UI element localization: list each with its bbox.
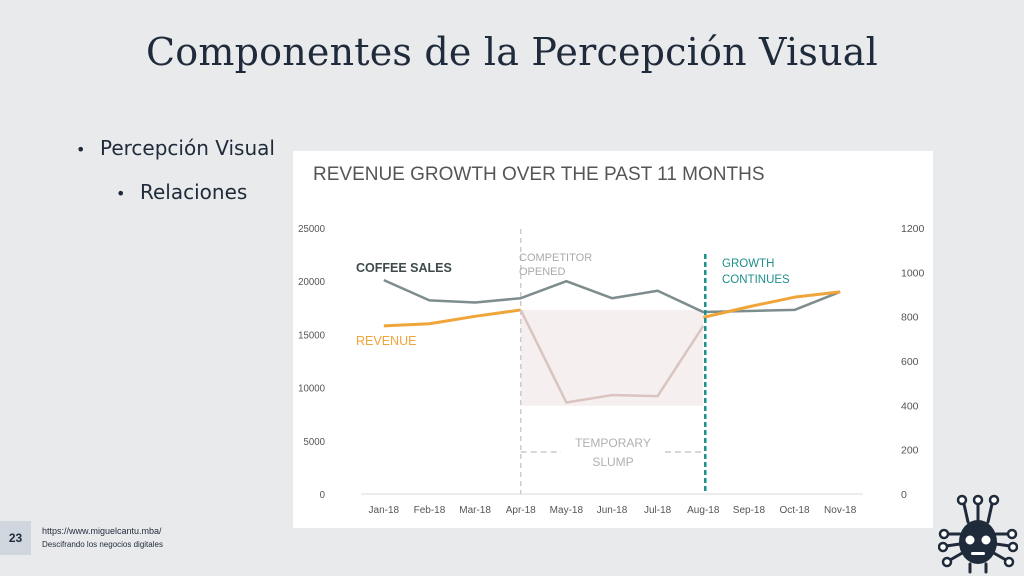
bullet-item-relaciones: • Relaciones	[116, 180, 247, 204]
revenue-label: REVENUE	[356, 334, 416, 348]
bullet-dot: •	[76, 140, 86, 159]
coffee-sales-label: COFFEE SALES	[356, 261, 452, 275]
growth-annotation-line2: CONTINUES	[722, 274, 790, 286]
competitor-annotation-line1: COMPETITOR	[519, 252, 592, 264]
slump-annotation-line1: TEMPORARY	[575, 436, 651, 450]
slump-shade	[520, 309, 704, 406]
competitor-annotation-line2: OPENED	[519, 266, 566, 278]
y-left-tick-label: 15000	[298, 330, 325, 341]
revenue-series-line	[383, 308, 521, 328]
footer-url[interactable]: https://www.miguelcantu.mba/	[42, 526, 162, 536]
x-tick-label: Nov-18	[824, 505, 857, 516]
y-right-tick-label: 1200	[901, 223, 925, 235]
x-tick-label: May-18	[550, 505, 584, 516]
y-right-tick-label: 200	[901, 445, 919, 457]
slide-title: Componentes de la Percepción Visual	[146, 30, 878, 74]
x-tick-label: Jul-18	[644, 505, 672, 516]
slump-annotation-line2: SLUMP	[592, 455, 633, 469]
y-right-tick-label: 1000	[901, 267, 925, 279]
y-left-tick-label: 10000	[298, 383, 325, 394]
bullet-text: Percepción Visual	[100, 136, 275, 160]
y-left-tick-label: 20000	[298, 277, 325, 288]
brain-circuit-logo-icon	[938, 494, 1018, 574]
page-number: 23	[0, 521, 31, 555]
chart-card: REVENUE GROWTH OVER THE PAST 11 MONTHS 0 5…	[293, 151, 933, 528]
y-left-tick-label: 5000	[304, 436, 326, 447]
growth-annotation-line1: GROWTH	[722, 258, 774, 270]
footer-tagline: Descifrando los negocios digitales	[42, 540, 163, 549]
y-right-tick-label: 800	[901, 312, 919, 324]
y-left-tick-label: 0	[320, 490, 326, 501]
bullet-dot: •	[116, 184, 126, 203]
x-tick-label: Jun-18	[597, 505, 628, 516]
y-right-tick-label: 0	[901, 489, 907, 501]
x-tick-label: Apr-18	[506, 505, 536, 516]
bullet-item-percepcion: • Percepción Visual	[76, 136, 275, 160]
y-left-tick-label: 25000	[298, 224, 325, 235]
x-tick-label: Jan-18	[369, 505, 400, 516]
x-tick-label: Sep-18	[733, 505, 766, 516]
bullet-text: Relaciones	[140, 180, 248, 204]
revenue-chart: REVENUE GROWTH OVER THE PAST 11 MONTHS 0 5…	[298, 164, 925, 516]
x-tick-label: Feb-18	[414, 505, 446, 516]
chart-title: REVENUE GROWTH OVER THE PAST 11 MONTHS	[313, 164, 765, 185]
coffee-sales-series-line	[383, 278, 841, 314]
x-tick-label: Mar-18	[459, 505, 491, 516]
slump-series-line	[519, 309, 705, 404]
x-tick-label: Oct-18	[780, 505, 810, 516]
revenue-series-line	[702, 290, 841, 319]
y-right-tick-label: 600	[901, 356, 919, 368]
x-tick-label: Aug-18	[687, 505, 720, 516]
y-right-tick-label: 400	[901, 400, 919, 412]
